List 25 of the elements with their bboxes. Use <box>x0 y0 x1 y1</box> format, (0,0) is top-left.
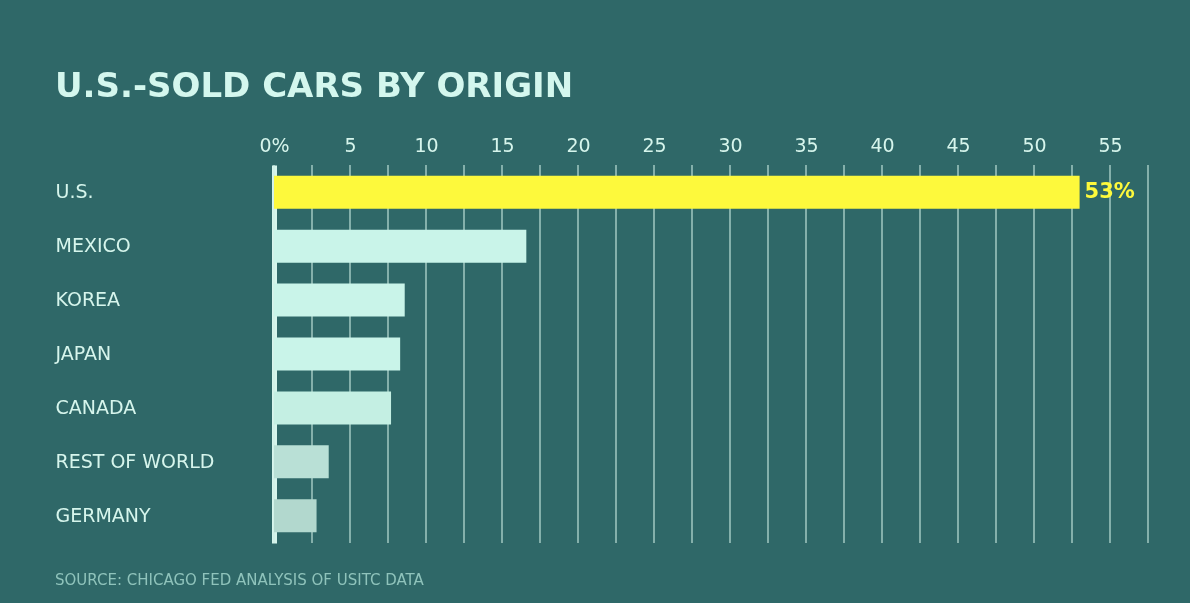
x-tick-label: 5 <box>344 133 357 156</box>
x-tick-label: 45 <box>946 133 971 156</box>
x-tick-label: 35 <box>794 133 819 156</box>
x-tick-label: 55 <box>1098 133 1123 156</box>
y-tick-label: GERMANY <box>55 503 152 526</box>
x-tick-label: 15 <box>490 133 515 156</box>
bar <box>274 445 329 479</box>
bar <box>274 175 1080 209</box>
y-tick-label: U.S. <box>55 180 94 203</box>
x-tick-label: 25 <box>642 133 667 156</box>
x-tick-label: 20 <box>566 133 591 156</box>
data-label: 53% <box>1084 179 1135 204</box>
source-note: SOURCE: CHICAGO FED ANALYSIS OF USITC DATA <box>55 571 425 589</box>
x-tick-label: 10 <box>414 133 439 156</box>
y-tick-label: REST OF WORLD <box>55 449 215 472</box>
y-tick-label: MEXICO <box>55 234 131 257</box>
x-tick-label: 0% <box>259 133 290 156</box>
y-tick-label: JAPAN <box>54 342 112 364</box>
x-tick-label: 40 <box>870 133 895 156</box>
chart-title: U.S.-SOLD CARS BY ORIGIN <box>55 65 574 105</box>
y-tick-label: KOREA <box>55 288 121 311</box>
bar <box>274 499 317 533</box>
y-tick-label: CANADA <box>55 395 137 418</box>
x-tick-label: 50 <box>1022 133 1047 156</box>
x-tick-label: 30 <box>718 133 743 156</box>
